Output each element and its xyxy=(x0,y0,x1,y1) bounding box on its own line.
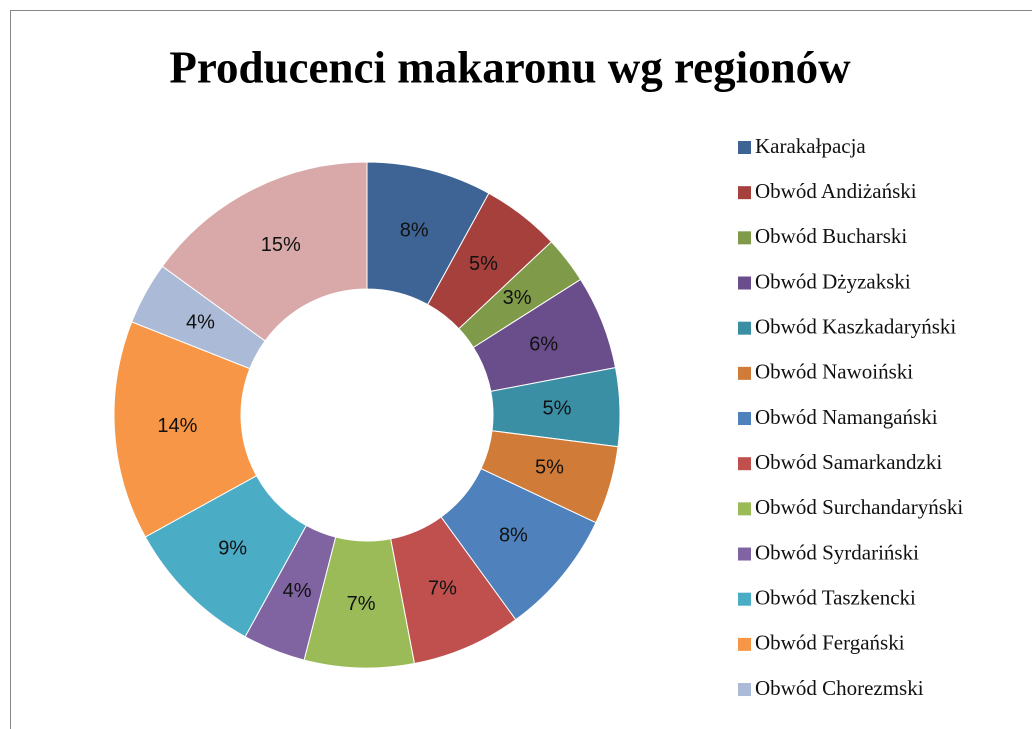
data-label: 5% xyxy=(535,456,564,478)
data-label: 15% xyxy=(261,234,301,256)
legend-label: Obwód Fergański xyxy=(755,631,905,655)
data-label: 8% xyxy=(499,524,528,546)
legend-label: Obwód Samarkandzki xyxy=(755,450,942,474)
data-label: 14% xyxy=(157,415,197,437)
chart-title: Producenci makaronu wg regionów xyxy=(169,42,851,92)
legend-swatch xyxy=(738,457,751,471)
legend-swatch xyxy=(738,366,751,380)
legend-swatch xyxy=(738,186,751,200)
legend-label: Obwód Dżyzakski xyxy=(755,269,911,293)
donut-slice xyxy=(113,321,258,538)
legend-swatch xyxy=(738,683,751,697)
data-label: 3% xyxy=(503,287,532,309)
legend-label: Obwód Taszkencki xyxy=(755,586,916,610)
legend-label: Obwód Surchandaryński xyxy=(755,495,963,519)
data-label: 7% xyxy=(347,593,376,615)
donut-slice xyxy=(161,161,368,342)
legend-label: Karakałpacja xyxy=(755,134,866,158)
legend-swatch xyxy=(738,592,751,606)
data-label: 8% xyxy=(400,219,429,241)
data-label: 5% xyxy=(469,253,498,275)
legend-swatch xyxy=(738,502,751,516)
legend-swatch xyxy=(738,321,751,335)
legend-label: Obwód Kaszkadaryński xyxy=(755,314,956,338)
legend-label: Obwód Andiżański xyxy=(755,179,917,203)
data-label: 9% xyxy=(218,538,247,560)
legend-swatch xyxy=(738,276,751,290)
legend-label: Obwód Chorezmski xyxy=(755,676,924,700)
data-label: 7% xyxy=(428,578,457,600)
legend-label: Obwód Namangański xyxy=(755,405,938,429)
legend-label: Obwód Bucharski xyxy=(755,224,907,248)
legend-swatch xyxy=(738,231,751,245)
legend-swatch xyxy=(738,412,751,426)
legend-swatch xyxy=(738,547,751,561)
legend-label: Obwód Nawoiński xyxy=(755,360,913,384)
legend-swatch xyxy=(738,141,751,154)
data-label: 5% xyxy=(542,397,571,419)
data-label: 4% xyxy=(186,312,215,334)
legend-label: Obwód Syrdariński xyxy=(755,540,919,564)
legend-swatch xyxy=(738,637,751,651)
data-label: 4% xyxy=(283,580,312,602)
data-label: 6% xyxy=(529,333,558,355)
